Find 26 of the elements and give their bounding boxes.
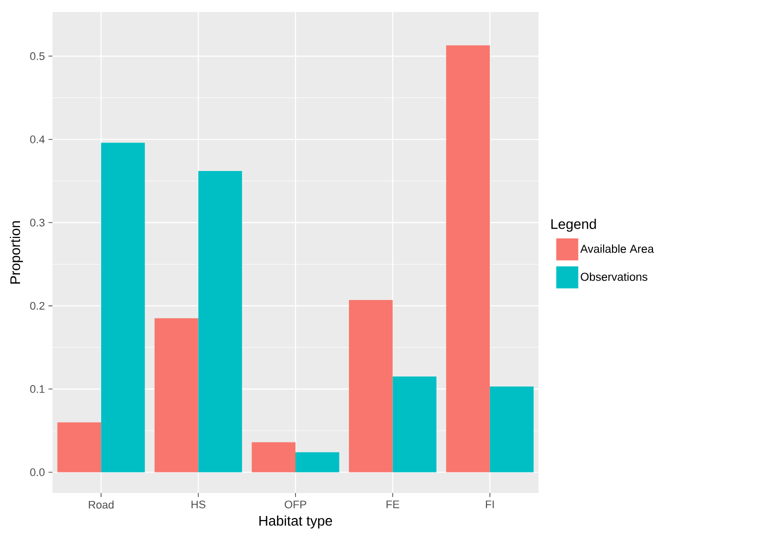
x-tick-label: OFP bbox=[284, 500, 306, 508]
bar bbox=[295, 452, 340, 472]
y-axis-title: Proportion bbox=[10, 221, 23, 284]
bar bbox=[348, 300, 393, 472]
y-tick-label: 0.3 bbox=[30, 218, 44, 226]
bar bbox=[198, 171, 242, 472]
bar bbox=[252, 442, 296, 472]
x-tick-label: FE bbox=[386, 500, 400, 508]
bar bbox=[490, 386, 534, 472]
legend-label: Available Area bbox=[580, 244, 654, 253]
x-tick-label: HS bbox=[192, 500, 206, 508]
x-axis-title: Habitat type bbox=[259, 515, 332, 528]
bar bbox=[446, 45, 490, 472]
x-tick-label: Road bbox=[88, 500, 114, 509]
x-tick-label: FI bbox=[486, 500, 494, 508]
y-tick-label: 0.5 bbox=[30, 52, 45, 60]
y-tick-label: 0.4 bbox=[30, 136, 45, 144]
legend-label: Observations bbox=[580, 272, 648, 281]
bar bbox=[392, 376, 436, 472]
bar bbox=[57, 422, 102, 472]
bar bbox=[101, 142, 145, 472]
bar bbox=[154, 318, 198, 472]
y-tick-label: 0.2 bbox=[30, 302, 44, 310]
legend-title: Legend bbox=[551, 218, 596, 232]
y-tick-label: 0.0 bbox=[30, 468, 45, 476]
y-tick-label: 0.1 bbox=[30, 385, 44, 393]
